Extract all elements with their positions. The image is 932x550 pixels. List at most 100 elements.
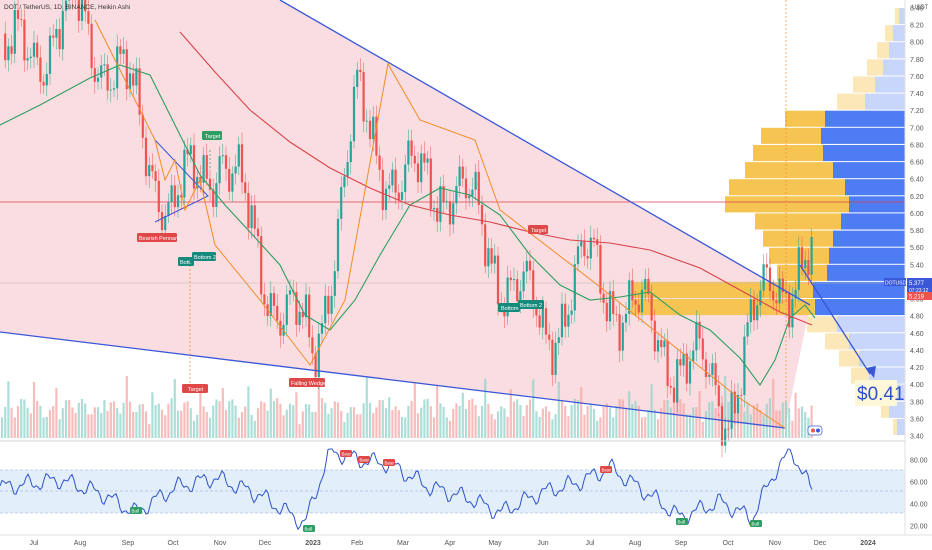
- volume-bar: [176, 410, 180, 438]
- candle: [727, 428, 730, 430]
- volume-bar: [314, 412, 317, 438]
- time-tick-label: Nov: [214, 540, 227, 547]
- volume-bar: [224, 410, 228, 438]
- candle: [791, 298, 794, 328]
- candle: [714, 363, 717, 386]
- flag-icon[interactable]: [807, 425, 823, 436]
- candle: [455, 186, 458, 204]
- volume-bar: [372, 413, 375, 438]
- candle: [170, 185, 173, 203]
- volume-profile-bar: [853, 76, 875, 93]
- volume-bar: [221, 388, 224, 438]
- candle: [752, 299, 756, 321]
- candle: [810, 237, 813, 275]
- volume-bar: [58, 419, 61, 438]
- volume-profile-bar: [827, 264, 905, 281]
- volume-bar: [532, 379, 535, 438]
- candle: [420, 153, 423, 183]
- candle: [48, 35, 52, 74]
- volume-bar: [580, 387, 583, 438]
- time-tick-label: Aug: [629, 540, 642, 547]
- volume-bar: [164, 415, 167, 438]
- volume-profile-bar: [849, 196, 905, 213]
- price-tick-label: 5.60: [910, 245, 924, 252]
- candle: [432, 207, 436, 210]
- time-tick-label: Feb: [351, 540, 363, 547]
- candle: [77, 0, 80, 21]
- candle: [144, 137, 148, 177]
- volume-bar: [426, 398, 429, 438]
- candle: [538, 315, 541, 328]
- candle: [746, 322, 749, 337]
- volume-bar: [311, 412, 314, 438]
- candle: [20, 19, 23, 20]
- volume-profile-bar: [885, 25, 893, 42]
- volume-bar: [445, 417, 448, 438]
- volume-bar: [202, 406, 205, 438]
- candle: [317, 333, 320, 378]
- candle: [340, 187, 343, 219]
- candle: [804, 260, 807, 269]
- candle: [669, 386, 672, 388]
- volume-bar: [77, 402, 80, 438]
- volume-profile-bar: [825, 110, 905, 127]
- volume-bar: [772, 378, 775, 438]
- candle: [663, 340, 666, 348]
- volume-bar: [596, 420, 599, 438]
- time-axis[interactable]: Jul Aug Sep Oct Nov Dec 2023 Feb Mar Apr May Jun Jul…: [30, 540, 876, 547]
- candle: [567, 314, 570, 327]
- volume-bar: [784, 401, 788, 438]
- candle: [733, 391, 736, 414]
- volume-bar: [135, 412, 138, 438]
- volume-bar: [612, 417, 615, 438]
- candle: [260, 236, 263, 295]
- volume-bar: [189, 408, 192, 438]
- candle: [272, 293, 276, 306]
- candle: [448, 201, 452, 225]
- volume-bar: [538, 416, 541, 438]
- volume-bar: [250, 414, 253, 438]
- volume-bar: [253, 420, 256, 438]
- volume-bar: [570, 405, 573, 438]
- candle: [176, 195, 180, 208]
- price-tick-label: 4.00: [910, 382, 924, 389]
- candle: [720, 406, 724, 446]
- volume-bar: [10, 407, 13, 438]
- candle: [103, 64, 106, 66]
- candle: [807, 260, 810, 275]
- volume-profile-bar: [849, 333, 905, 350]
- secondary-price-badge: 5.219: [909, 295, 925, 301]
- candle: [13, 10, 16, 54]
- volume-bar: [797, 408, 800, 438]
- candle: [26, 58, 29, 61]
- volume-bar: [394, 406, 397, 438]
- volume-bar: [647, 410, 650, 438]
- candle: [471, 189, 474, 196]
- candle: [160, 212, 164, 231]
- candle: [509, 277, 512, 281]
- candle: [196, 176, 199, 189]
- volume-bar: [157, 403, 160, 438]
- candle: [119, 46, 122, 54]
- candle: [458, 166, 461, 186]
- volume-profile: [631, 8, 905, 435]
- annotation-bottom-1: Bott.: [178, 257, 194, 266]
- candle: [231, 173, 234, 192]
- candle: [180, 195, 183, 198]
- volume-bar: [490, 414, 493, 438]
- candle: [333, 271, 336, 296]
- volume-bar: [292, 405, 295, 438]
- volume-bar: [346, 412, 349, 438]
- rsi-axis[interactable]: 80.00 60.00 40.00 20.00: [910, 458, 928, 531]
- volume-bar: [679, 399, 682, 438]
- candle: [391, 169, 394, 186]
- volume-bar: [455, 403, 458, 438]
- candle: [532, 270, 535, 309]
- volume-bar: [576, 400, 580, 438]
- volume-bar: [471, 398, 474, 438]
- rsi-bull-label: Bull: [752, 521, 760, 526]
- candle: [564, 303, 567, 327]
- candle: [583, 241, 586, 257]
- symbol-header[interactable]: DOT / TetherUS, 1D, BINANCE, Heikin Ashi: [4, 4, 130, 11]
